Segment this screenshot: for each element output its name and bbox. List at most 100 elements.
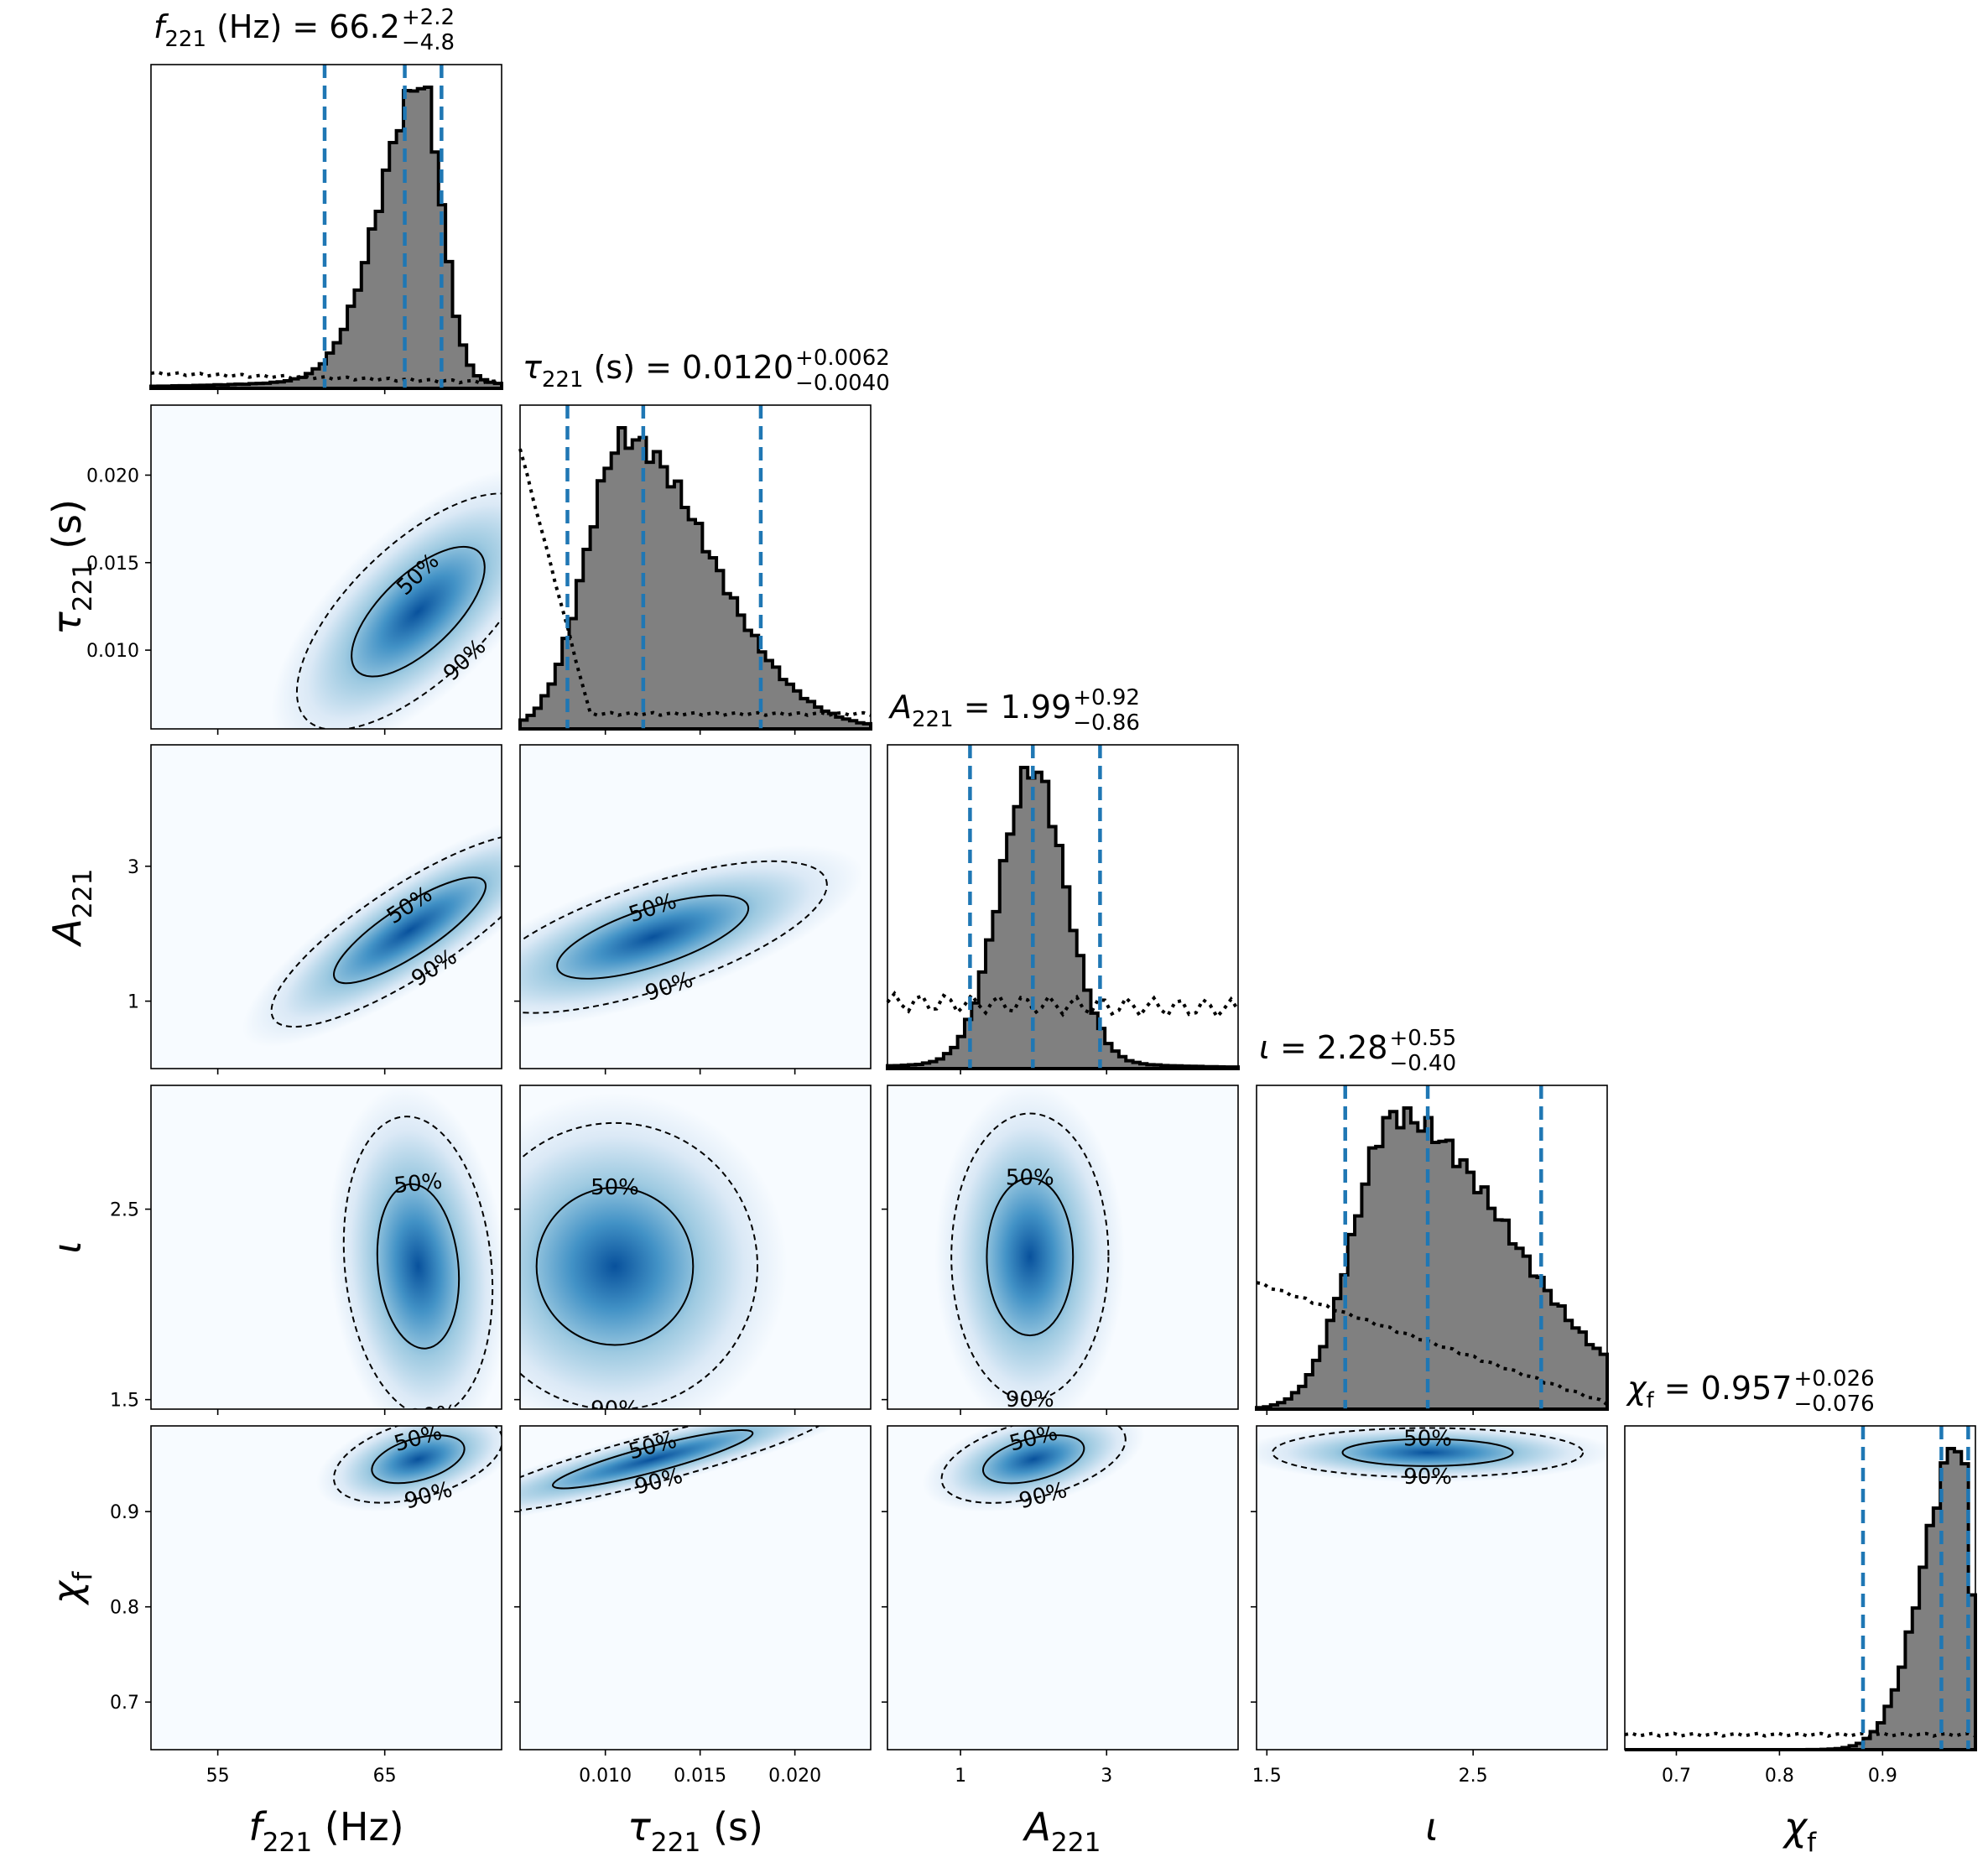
x-tick-label-tau221: 0.010 [579,1766,632,1787]
y-tick-label-iota: 2.5 [110,1200,139,1221]
density-panel-iota-chif: 50%90% [1257,1426,1607,1750]
density-fill [328,1085,502,1409]
histogram-chif [1624,1426,1977,1751]
title-tau221: τ221 (s) = 0.0120 [523,349,794,393]
y-tick-label-chif: 0.8 [110,1598,139,1619]
y-tick-label-A221: 1 [128,992,139,1013]
title-upper-error-tau221: +0.0062 [795,346,890,371]
prior-curve-A221 [886,991,1240,1020]
density-fill [520,1426,871,1524]
x-tick-label-iota: 2.5 [1459,1766,1488,1787]
y-axis-label-tau221: τ221 (s) [44,499,98,635]
panel-frame-f221-A221 [150,744,502,1069]
y-tick-label-iota: 1.5 [110,1391,139,1412]
contour-90 [950,1112,1110,1402]
histogram-iota [1255,1085,1609,1411]
density-fill [1257,1426,1607,1483]
title-lower-error-tau221: −0.0040 [795,371,890,396]
histogram-A221 [886,745,1240,1070]
panel-frame-tau221-tau221 [519,404,872,730]
panel-frame-f221-iota [150,1085,502,1410]
density-fill [922,1426,1145,1512]
contour-90 [295,492,502,729]
x-tick-label-iota: 1.5 [1252,1766,1282,1787]
title-lower-error-A221: −0.86 [1073,710,1140,736]
density-panel-f221-tau221: 50%90% [151,405,502,729]
contour-90 [520,1426,836,1514]
panel-frame-tau221-iota [519,1085,872,1410]
title-upper-error-iota: +0.55 [1389,1026,1456,1051]
density-panel-f221-A221: 50%90% [151,745,502,1069]
panel-frame-tau221-chif [519,1425,872,1751]
panel-frame-f221-f221 [150,64,502,389]
x-tick-label-chif: 0.7 [1662,1766,1691,1787]
contour-label-90: 90% [408,1401,458,1431]
panel-frame-f221-chif [150,1425,502,1751]
contour-90 [342,1116,494,1409]
y-tick-label-A221: 3 [128,857,139,878]
prior-curve-tau221 [518,448,872,717]
density-panel-tau221-iota: 50% 90% [520,1085,871,1423]
histogram-bars-chif [1625,1447,1977,1751]
panel-frame-iota-iota [1256,1085,1608,1410]
y-tick-label-tau221: 0.020 [86,466,139,486]
panel-frame-f221-tau221 [150,404,502,730]
x-tick-label-A221: 3 [1101,1766,1112,1787]
density-fill [520,845,864,1029]
y-axis-label-chif: χf [44,1571,98,1606]
lines-layer [149,65,1977,1751]
frames-layer [145,64,1976,1756]
panel-frame-A221-iota [887,1085,1239,1410]
panel-frame-A221-A221 [887,744,1239,1069]
x-tick-label-tau221: 0.020 [768,1766,821,1787]
panel-frame-tau221-A221 [519,744,872,1069]
x-axis-label-f221: f221 (Hz) [248,1804,403,1852]
y-tick-label-tau221: 0.010 [86,641,139,662]
contour-label-50: 50% [1403,1427,1452,1452]
density-panel-A221-chif: 50%90% [887,1426,1238,1750]
panel-frame-chif-chif [1624,1425,1976,1751]
contour-50 [986,1177,1075,1337]
histogram-tau221 [518,405,872,731]
density-panel-tau221-A221: 50%90% [520,745,871,1069]
histogram-bars-A221 [886,766,1240,1070]
density-fill [934,1085,1125,1409]
density-panel-A221-iota: 50% 90% [887,1085,1238,1409]
y-axis-label-A221: A221 [44,868,98,947]
x-tick-label-f221: 55 [206,1766,230,1787]
contour-label-50: 50% [393,1169,443,1199]
title-upper-error-f221: +2.2 [402,5,455,30]
contour-90 [520,1121,758,1409]
contour-90 [520,860,828,1014]
contour-50 [371,1434,466,1485]
title-A221: A221 = 1.99 [887,689,1071,732]
contour-90 [270,833,502,1028]
density-panel-tau221-chif: 50%90% [520,1426,871,1750]
x-axis-label-A221: A221 [1022,1804,1101,1852]
contour-50 [1341,1438,1514,1467]
density-fill [271,468,502,729]
contour-label-90: 90% [591,1397,639,1423]
title-upper-error-chif: +0.026 [1793,1366,1874,1392]
contour-50 [376,1183,461,1350]
x-tick-label-tau221: 0.015 [674,1766,726,1787]
panel-frame-A221-chif [887,1425,1239,1751]
contour-50 [552,1429,754,1490]
y-tick-label-chif: 0.7 [110,1693,139,1714]
prior-curve-chif [1624,1731,1976,1738]
contour-50 [535,1186,695,1346]
contour-50 [333,877,487,985]
contour-90 [333,1426,502,1504]
contour-90 [940,1426,1127,1504]
y-tick-label-chif: 0.9 [110,1502,139,1523]
contour-50 [351,545,486,678]
title-f221: f221 (Hz) = 66.2 [154,8,400,52]
contour-label-50: 50% [1006,1166,1054,1191]
histogram-bars-iota [1255,1106,1609,1411]
density-panel-f221-iota: 50% 90% [151,1085,502,1431]
contour-label-90: 90% [1403,1464,1452,1490]
y-tick-label-tau221: 0.015 [86,554,139,575]
title-lower-error-iota: −0.40 [1389,1051,1456,1076]
density-fill [242,814,502,1048]
